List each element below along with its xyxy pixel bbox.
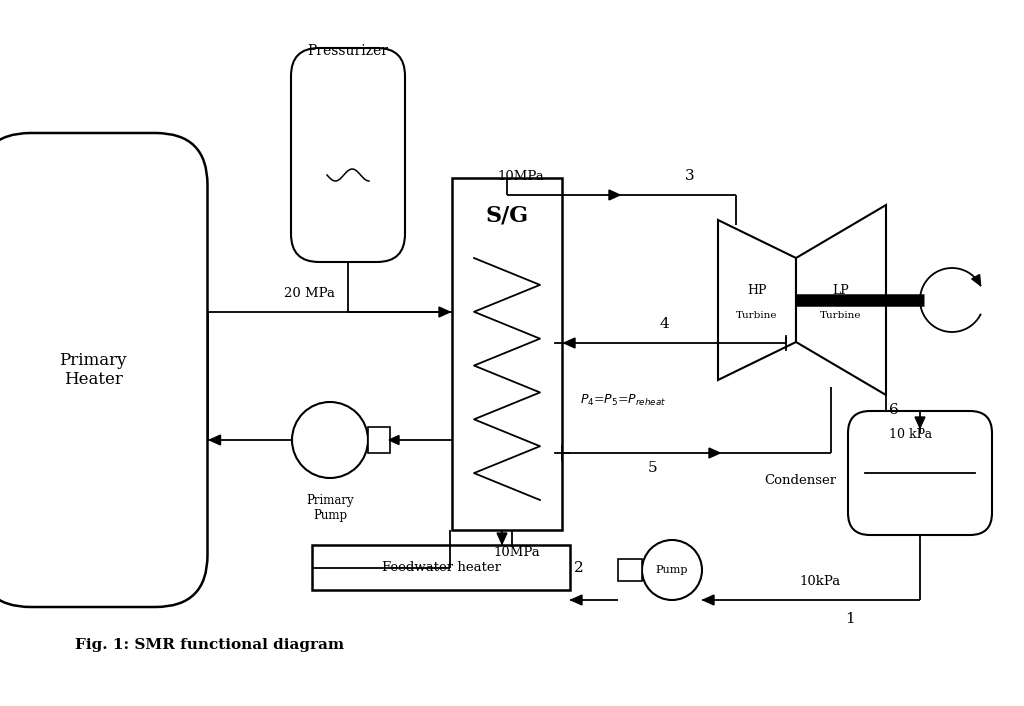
Text: 10 kPa: 10 kPa [889,428,932,441]
Polygon shape [564,338,575,348]
Bar [618,559,642,581]
Text: 5: 5 [648,461,657,475]
Polygon shape [796,205,886,395]
Text: LP: LP [833,284,849,297]
Polygon shape [210,435,220,445]
FancyBboxPatch shape [291,48,406,262]
Polygon shape [609,190,620,200]
Text: $P_4$=$P_5$=$P_{reheat}$: $P_4$=$P_5$=$P_{reheat}$ [580,393,667,407]
Text: HP: HP [748,284,767,297]
Polygon shape [915,417,925,428]
Text: Condenser: Condenser [764,474,836,488]
Text: 2: 2 [574,561,584,575]
Bar [368,427,390,453]
Text: 10MPa: 10MPa [497,170,544,183]
Polygon shape [389,436,399,445]
Text: Primary
Pump: Primary Pump [306,494,354,522]
FancyBboxPatch shape [0,133,208,607]
Text: 10MPa: 10MPa [494,546,541,559]
Polygon shape [703,595,714,605]
Text: 20 MPa: 20 MPa [285,287,336,300]
Text: 10kPa: 10kPa [800,575,841,588]
Polygon shape [972,275,981,285]
Text: Feedwater heater: Feedwater heater [382,561,501,574]
Text: S/G: S/G [485,205,528,227]
Polygon shape [439,307,450,317]
FancyBboxPatch shape [848,411,992,535]
Text: 3: 3 [685,169,694,183]
Text: Turbine: Turbine [736,311,778,321]
Polygon shape [709,448,720,458]
Bar [312,545,570,590]
Text: Primary
Heater: Primary Heater [59,352,127,388]
Text: 6: 6 [889,403,899,417]
Text: Turbine: Turbine [820,311,862,321]
Text: 1: 1 [845,612,855,626]
Text: Pump: Pump [655,565,688,575]
Polygon shape [497,533,507,544]
Polygon shape [571,595,582,605]
Circle shape [292,402,368,478]
Text: Pressurizer: Pressurizer [307,44,388,58]
Text: Fig. 1: SMR functional diagram: Fig. 1: SMR functional diagram [75,638,344,652]
Polygon shape [718,220,796,380]
Bar [452,178,562,530]
Text: 4: 4 [660,317,670,331]
Circle shape [642,540,702,600]
